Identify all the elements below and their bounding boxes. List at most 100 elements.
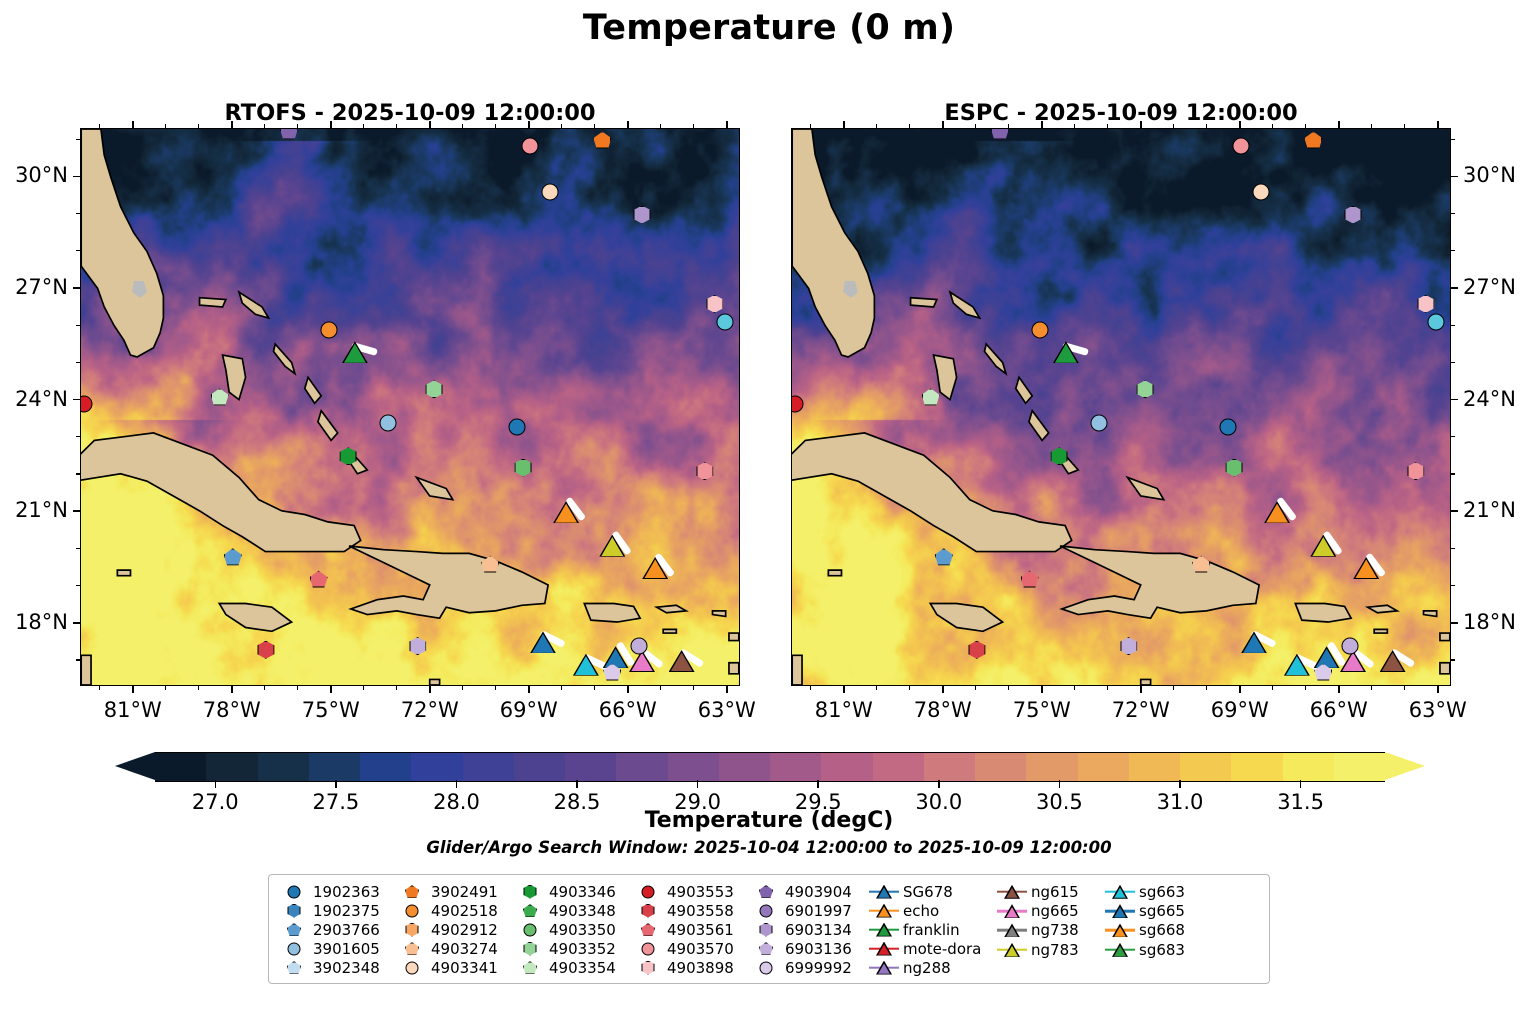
map-panel-rtofs[interactable] — [80, 128, 740, 686]
legend-item-4902518[interactable]: 4902518 — [397, 901, 515, 920]
legend-item-ng288[interactable]: ng288 — [869, 958, 997, 977]
legend-item-echo[interactable]: echo — [869, 901, 997, 920]
map-marker-ng783[interactable] — [599, 534, 626, 557]
map-marker-6901997[interactable] — [1341, 637, 1359, 655]
legend-item-mote-dora[interactable]: mote-dora — [869, 939, 997, 958]
legend-item-3902348[interactable]: 3902348 — [279, 958, 397, 977]
map-marker-4903570b[interactable] — [696, 462, 714, 481]
map-marker-6903136[interactable] — [409, 637, 427, 656]
map-marker-sg663[interactable] — [716, 313, 733, 331]
legend-item-4903898[interactable]: 4903898 — [633, 958, 751, 977]
map-marker-ng615[interactable] — [1379, 649, 1406, 672]
map-marker-ng665[interactable] — [1340, 649, 1366, 672]
legend-item-4903904[interactable]: 4903904 — [751, 882, 869, 901]
legend-item-franklin[interactable]: franklin — [869, 920, 997, 939]
map-marker-sg668[interactable] — [1353, 556, 1380, 579]
legend-item-sg665[interactable]: sg665 — [1105, 901, 1213, 920]
map-marker-sg665[interactable] — [602, 646, 629, 669]
map-marker-4903352[interactable] — [1136, 380, 1154, 399]
map-marker-SG678[interactable] — [530, 631, 556, 654]
legend-item-6903136[interactable]: 6903136 — [751, 939, 869, 958]
legend-item-4903558[interactable]: 4903558 — [633, 901, 751, 920]
legend-item-ng665[interactable]: ng665 — [997, 901, 1105, 920]
legend-item-sg683[interactable]: sg683 — [1105, 940, 1213, 959]
legend[interactable]: 1902363 1902375 2903766 3901605 3902348 39024… — [268, 874, 1270, 984]
map-marker-4903898[interactable] — [706, 294, 724, 313]
map-marker-franklin[interactable] — [1052, 341, 1079, 364]
map-marker-6903134[interactable] — [1344, 205, 1362, 224]
map-panel-espc[interactable] — [791, 128, 1451, 686]
map-marker-4903570[interactable] — [521, 137, 539, 155]
map-marker-4902518[interactable] — [1031, 321, 1048, 339]
map-marker-4903350[interactable] — [1225, 458, 1243, 477]
legend-item-4903354[interactable]: 4903354 — [515, 958, 633, 977]
legend-item-1902363[interactable]: 1902363 — [279, 882, 397, 901]
legend-item-sg663[interactable]: sg663 — [1105, 882, 1213, 901]
map-marker-4903341[interactable] — [541, 183, 559, 201]
legend-item-4903553[interactable]: 4903553 — [633, 882, 751, 901]
map-marker-sg668[interactable] — [642, 556, 669, 579]
map-marker-4903570b[interactable] — [1407, 462, 1425, 481]
landmass-cayman — [116, 569, 132, 577]
map-marker-4903898[interactable] — [1417, 294, 1435, 313]
legend-item-4903348[interactable]: 4903348 — [515, 901, 633, 920]
x-tick-minor — [363, 124, 365, 128]
map-marker-sg663b[interactable] — [1283, 653, 1310, 676]
map-marker-ng783[interactable] — [1310, 534, 1337, 557]
legend-item-sg668[interactable]: sg668 — [1105, 921, 1213, 940]
legend-item-6901997[interactable]: 6901997 — [751, 901, 869, 920]
legend-marker-pent-icon — [515, 958, 545, 977]
map-marker-4903341[interactable] — [1252, 183, 1270, 201]
panel-title-espc: ESPC - 2025-10-09 12:00:00 — [944, 100, 1298, 126]
legend-item-4903274[interactable]: 4903274 — [397, 939, 515, 958]
legend-item-2903766[interactable]: 2903766 — [279, 920, 397, 939]
map-marker-6903134[interactable] — [633, 205, 651, 224]
map-marker-1902363[interactable] — [1219, 418, 1237, 436]
map-marker-4903553[interactable] — [81, 395, 93, 413]
map-marker-4903570[interactable] — [1232, 137, 1250, 155]
map-marker-1902363[interactable] — [508, 418, 526, 436]
legend-item-ng738[interactable]: ng738 — [997, 921, 1105, 940]
map-marker-3901605[interactable] — [379, 414, 397, 432]
colorbar-band — [616, 753, 668, 781]
legend-item-3901605[interactable]: 3901605 — [279, 939, 397, 958]
legend-item-4903352[interactable]: 4903352 — [515, 939, 633, 958]
map-marker-franklin[interactable] — [341, 341, 368, 364]
colorbar-extend-max-icon — [1385, 752, 1425, 780]
colorbar-band — [1180, 753, 1232, 781]
legend-item-4903341[interactable]: 4903341 — [397, 958, 515, 977]
legend-item-6999992[interactable]: 6999992 — [751, 958, 869, 977]
map-marker-echo[interactable] — [553, 501, 580, 524]
map-marker-4903558[interactable] — [257, 640, 275, 659]
map-marker-6903136[interactable] — [1120, 637, 1138, 656]
map-marker-3901605[interactable] — [1090, 414, 1108, 432]
map-marker-4902518[interactable] — [320, 321, 337, 339]
map-marker-4903350[interactable] — [514, 458, 532, 477]
legend-item-ng615[interactable]: ng615 — [997, 882, 1105, 901]
map-marker-ng615[interactable] — [668, 649, 695, 672]
legend-item-SG678[interactable]: SG678 — [869, 882, 997, 901]
colorbar-tick — [455, 780, 458, 788]
map-marker-4903346[interactable] — [339, 447, 357, 466]
map-marker-echo[interactable] — [1264, 501, 1291, 524]
map-marker-6901997[interactable] — [630, 637, 648, 655]
legend-item-3902491[interactable]: 3902491 — [397, 882, 515, 901]
legend-item-6903134[interactable]: 6903134 — [751, 920, 869, 939]
map-marker-sg663[interactable] — [1427, 313, 1444, 331]
map-marker-4903553[interactable] — [792, 395, 804, 413]
x-tick — [1239, 686, 1241, 693]
legend-item-4903570[interactable]: 4903570 — [633, 939, 751, 958]
map-marker-sg665[interactable] — [1313, 646, 1340, 669]
legend-item-4903561[interactable]: 4903561 — [633, 920, 751, 939]
legend-item-ng783[interactable]: ng783 — [997, 940, 1105, 959]
map-marker-4903352[interactable] — [425, 380, 443, 399]
legend-item-4903350[interactable]: 4903350 — [515, 920, 633, 939]
map-marker-4903346[interactable] — [1050, 447, 1068, 466]
legend-item-4903346[interactable]: 4903346 — [515, 882, 633, 901]
map-marker-ng665[interactable] — [629, 649, 655, 672]
legend-item-1902375[interactable]: 1902375 — [279, 901, 397, 920]
legend-item-4902912[interactable]: 4902912 — [397, 920, 515, 939]
map-marker-4903558[interactable] — [968, 640, 986, 659]
map-marker-sg663b[interactable] — [572, 653, 599, 676]
map-marker-SG678[interactable] — [1241, 631, 1267, 654]
